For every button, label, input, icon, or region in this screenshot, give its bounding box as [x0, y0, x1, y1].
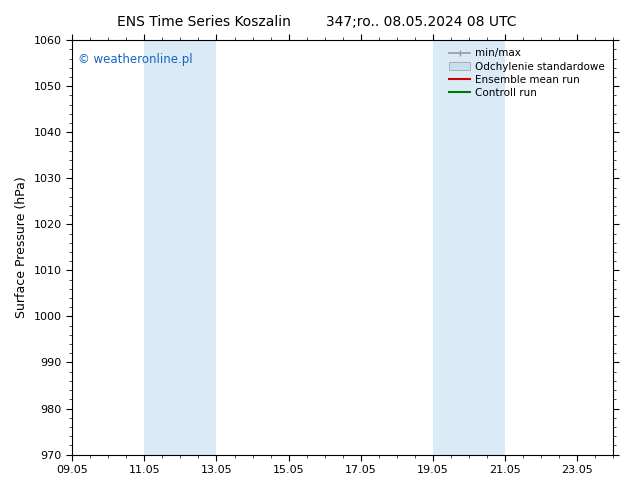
Bar	[433, 40, 505, 455]
Text: ENS Time Series Koszalin        347;ro.. 08.05.2024 08 UTC: ENS Time Series Koszalin 347;ro.. 08.05.…	[117, 15, 517, 29]
Legend: min/max, Odchylenie standardowe, Ensemble mean run, Controll run: min/max, Odchylenie standardowe, Ensembl…	[446, 46, 608, 101]
Y-axis label: Surface Pressure (hPa): Surface Pressure (hPa)	[15, 176, 28, 318]
Bar	[145, 40, 216, 455]
Text: © weatheronline.pl: © weatheronline.pl	[77, 52, 192, 66]
